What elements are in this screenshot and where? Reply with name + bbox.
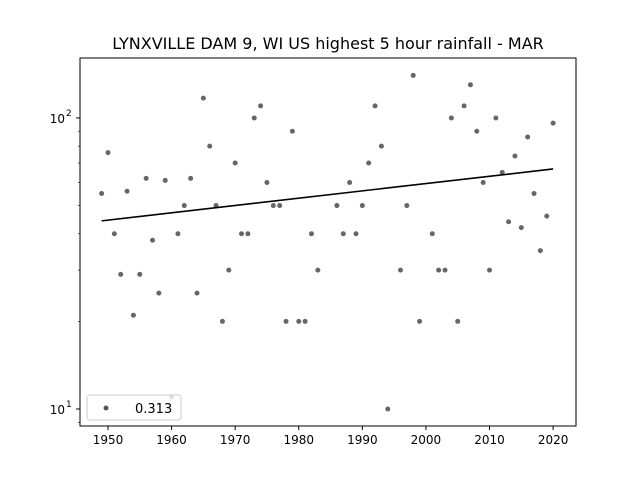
data-point <box>118 271 124 277</box>
data-point <box>143 175 149 181</box>
data-point <box>417 318 423 324</box>
data-point <box>181 203 187 209</box>
x-tick-label: 2020 <box>538 433 569 447</box>
legend: 0.313 <box>86 394 182 421</box>
data-point <box>162 177 168 183</box>
data-point <box>277 203 283 209</box>
legend-label: 0.313 <box>135 402 172 417</box>
data-point <box>385 406 391 412</box>
data-point <box>219 318 225 324</box>
data-point <box>296 318 302 324</box>
data-point <box>111 231 117 237</box>
data-point <box>175 231 181 237</box>
x-tick-label: 1990 <box>347 433 378 447</box>
data-point <box>359 203 365 209</box>
data-point <box>270 203 276 209</box>
data-point <box>149 237 155 243</box>
data-point <box>239 231 245 237</box>
data-point <box>302 318 308 324</box>
data-point <box>467 82 473 88</box>
data-point <box>512 153 518 159</box>
data-point <box>156 290 162 296</box>
data-point <box>188 175 194 181</box>
data-point <box>544 213 550 219</box>
data-point <box>378 143 384 149</box>
data-point <box>200 95 206 101</box>
data-point <box>308 231 314 237</box>
data-point <box>137 271 143 277</box>
chart-title: LYNXVILLE DAM 9, WI US highest 5 hour ra… <box>112 34 544 53</box>
data-point <box>480 180 486 186</box>
data-point <box>518 225 524 231</box>
data-point <box>372 103 378 109</box>
x-tick-label: 1980 <box>283 433 314 447</box>
data-point <box>499 169 505 175</box>
data-point <box>226 267 232 273</box>
x-tick-label: 1970 <box>220 433 251 447</box>
legend-marker <box>103 405 109 411</box>
data-point <box>404 203 410 209</box>
data-point <box>194 290 200 296</box>
data-point <box>264 180 270 186</box>
data-point <box>334 203 340 209</box>
data-point <box>474 128 480 134</box>
x-tick-label: 1960 <box>156 433 187 447</box>
trend-line <box>101 168 554 222</box>
y-tick-exponent: 1 <box>66 400 72 410</box>
data-point <box>258 103 264 109</box>
data-point <box>289 128 295 134</box>
data-point <box>124 188 130 194</box>
x-tick-label: 2000 <box>411 433 442 447</box>
data-point <box>340 231 346 237</box>
y-tick-label: 10 <box>50 403 65 417</box>
data-point <box>550 120 556 126</box>
data-point <box>130 312 136 318</box>
x-tick-label: 2010 <box>474 433 505 447</box>
data-point <box>525 134 531 140</box>
legend-box <box>86 394 182 421</box>
data-point <box>397 267 403 273</box>
data-point <box>232 160 238 166</box>
data-point <box>487 267 493 273</box>
x-tick-label: 1950 <box>93 433 124 447</box>
data-point <box>99 191 105 197</box>
data-point <box>353 231 359 237</box>
data-point <box>245 231 251 237</box>
y-tick-exponent: 2 <box>66 109 72 119</box>
plot-frame <box>79 57 577 427</box>
data-point <box>506 219 512 225</box>
data-point <box>283 318 289 324</box>
data-point <box>436 267 442 273</box>
data-point <box>410 72 416 78</box>
data-point <box>251 115 257 121</box>
data-point <box>455 318 461 324</box>
data-point <box>347 180 353 186</box>
data-point <box>461 103 467 109</box>
data-point <box>315 267 321 273</box>
data-point <box>448 115 454 121</box>
data-point <box>442 267 448 273</box>
data-point <box>207 143 213 149</box>
data-point <box>493 115 499 121</box>
data-point <box>429 231 435 237</box>
data-point <box>366 160 372 166</box>
y-tick-label: 10 <box>50 112 65 126</box>
data-point <box>537 248 543 254</box>
data-point <box>105 150 111 156</box>
data-point <box>531 191 537 197</box>
